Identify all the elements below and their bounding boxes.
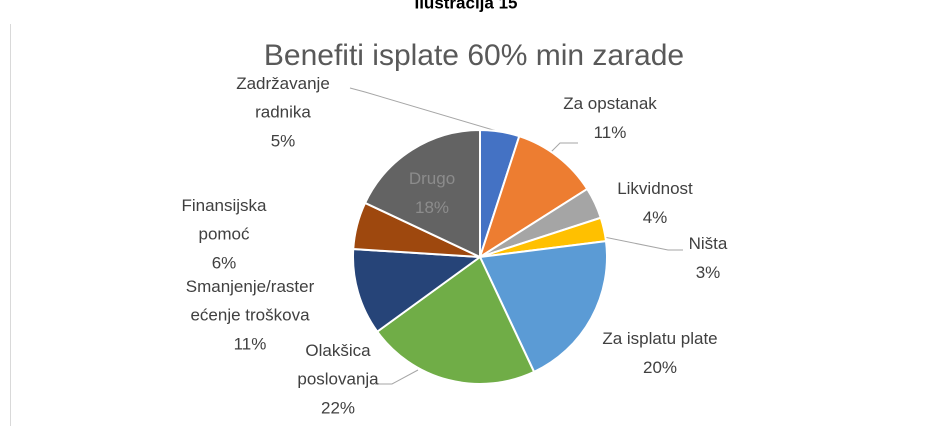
slice-value-label: 11%: [594, 123, 627, 142]
pie-slice: [478, 239, 608, 374]
pie-slice: [363, 128, 481, 259]
slice-value-label: 5%: [271, 131, 296, 150]
slice-label: Smanjenje/raster ećenje troškova: [186, 277, 315, 325]
caption: Ilustracija 15: [414, 0, 517, 12]
slice-value-label: 18%: [415, 198, 449, 217]
slice-label: Likvidnost: [617, 179, 693, 198]
slice-label: Ništa: [689, 234, 728, 253]
slice-value-label: 3%: [696, 263, 721, 282]
chart-title: Benefiti isplate 60% min zarade: [264, 39, 684, 72]
leader-line: [349, 87, 501, 133]
slice-label: Finansijska pomoć: [181, 196, 267, 244]
slice-value-label: 11%: [234, 334, 267, 353]
slice-value-label: 20%: [643, 358, 677, 377]
pie-slice: [478, 134, 589, 260]
slice-value-label: 6%: [212, 253, 237, 272]
leader-line: [598, 235, 683, 251]
slice-label: Za opstanak: [563, 94, 657, 113]
slice-label: Olakšica poslovanja: [297, 341, 379, 389]
slice-value-label: 4%: [643, 208, 668, 227]
slice-label: Za isplatu plate: [602, 329, 717, 348]
slice-label: Zadržavanje radnika: [236, 74, 330, 122]
slice-label: Drugo: [409, 169, 455, 188]
slice-value-label: 22%: [321, 398, 355, 417]
leader-line: [375, 369, 419, 385]
pie-slice: [352, 247, 483, 334]
pie-slice: [375, 255, 536, 385]
